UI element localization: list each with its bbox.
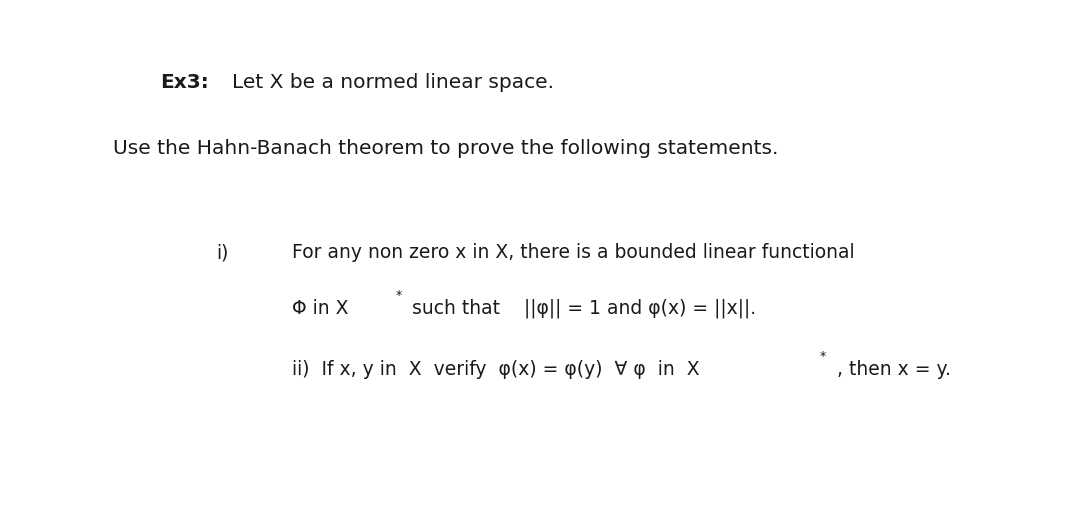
Text: Let X be a normed linear space.: Let X be a normed linear space.	[232, 73, 554, 92]
Text: For any non zero x in X, there is a bounded linear functional: For any non zero x in X, there is a boun…	[292, 243, 854, 262]
Text: Use the Hahn-Banach theorem to prove the following statements.: Use the Hahn-Banach theorem to prove the…	[113, 139, 779, 159]
Text: Ex3:: Ex3:	[160, 73, 208, 92]
Text: ii)  If x, y in  X  verify  φ(x) = φ(y)  ∀ φ  in  X: ii) If x, y in X verify φ(x) = φ(y) ∀ φ …	[292, 360, 699, 379]
Text: *: *	[820, 350, 826, 363]
Text: , then x = y.: , then x = y.	[831, 360, 950, 379]
Text: *: *	[395, 289, 402, 302]
Text: Φ in X: Φ in X	[292, 299, 348, 318]
Text: such that    ||φ|| = 1 and φ(x) = ||x||.: such that ||φ|| = 1 and φ(x) = ||x||.	[406, 299, 756, 318]
Text: ii)  If x, y in  X  verify  φ(x) = φ(y)  ∀ φ  in  X: ii) If x, y in X verify φ(x) = φ(y) ∀ φ …	[292, 360, 699, 379]
Text: i): i)	[216, 243, 228, 262]
